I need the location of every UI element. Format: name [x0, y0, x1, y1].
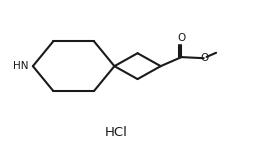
- Text: O: O: [177, 33, 185, 43]
- Text: O: O: [201, 53, 209, 63]
- Text: HCl: HCl: [104, 126, 127, 139]
- Text: HN: HN: [13, 61, 28, 71]
